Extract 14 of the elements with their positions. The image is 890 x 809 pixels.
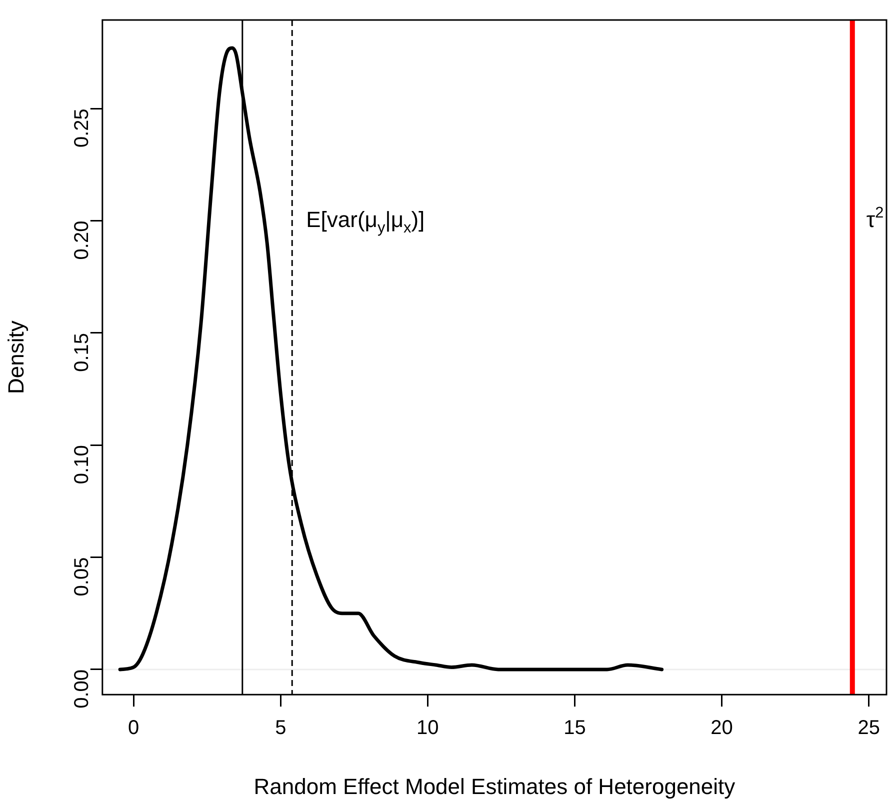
- y-tick-label: 0.25: [70, 108, 93, 148]
- y-tick-label: 0.00: [70, 669, 93, 708]
- y-tick-label: 0.20: [70, 220, 93, 260]
- x-axis-title: Random Effect Model Estimates of Heterogeneity: [254, 774, 736, 799]
- y-axis-title: Density: [3, 320, 28, 394]
- x-tick-label: 0: [128, 717, 140, 740]
- x-tick-label: 25: [858, 717, 880, 740]
- y-tick-label: 0.05: [70, 557, 93, 596]
- x-tick-label: 20: [710, 717, 733, 740]
- y-tick-label: 0.15: [70, 332, 93, 372]
- x-tick-label: 10: [416, 717, 439, 740]
- x-tick-label: 15: [564, 717, 586, 740]
- x-tick-label: 5: [275, 717, 286, 740]
- y-tick-label: 0.10: [70, 445, 93, 484]
